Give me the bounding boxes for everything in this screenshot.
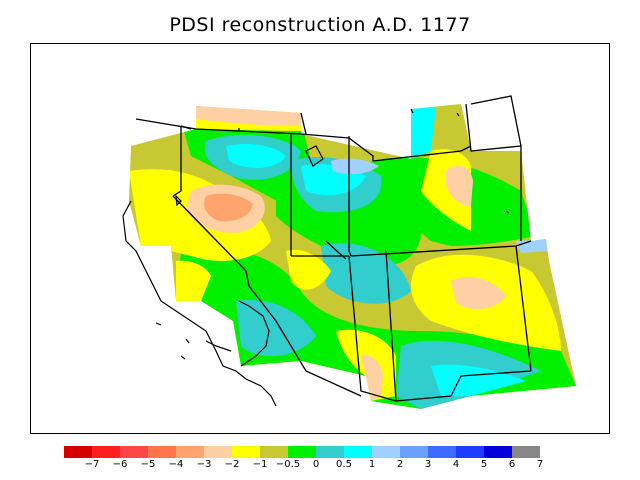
cyan-zone-northeast [411,107,436,159]
great-salt-lake [305,145,324,167]
colorbar-tick-label: 4 [452,459,460,470]
colorbar-swatch [176,446,204,458]
map-frame [30,43,610,434]
peach-zone-south [361,355,383,401]
colorbar-tick-label: 3 [424,459,432,470]
lake-mead [325,240,347,260]
pdsi-field [129,104,576,409]
gulf-of-california [238,300,270,367]
colorbar-tick-label: 6 [508,459,516,470]
peach-zone-northwest [196,106,301,126]
state-line-nd-mn [470,95,522,147]
sea-of-cortez [205,340,232,352]
colorbar-ticks: −7 −6 −5 −4 −3 −2 −1 −0.5 0 0.5 1 2 3 4 5 6 7 [64,459,584,473]
state-line-co-nm [385,250,397,402]
ne-lake [410,108,510,214]
colorbar-tick-label: 5 [480,459,488,470]
yellow-zone-southwest [176,260,211,301]
state-line-or-wa [300,112,307,135]
colorbar-tick-label: −4 [168,459,184,470]
colorbar-swatch [372,446,400,458]
lightblue-zone-east [516,239,549,253]
state-line-or-id [180,125,192,130]
colorbar-tick-label: 1 [368,459,376,470]
lake-tahoe [175,194,182,207]
colorbar-tick-label: −1 [252,459,268,470]
colorbar-tick-label: 0 [312,459,320,470]
colorbar-swatch [428,446,456,458]
colorbar-swatch [204,446,232,458]
colorbar-swatch [260,446,288,458]
california-coast [122,200,277,407]
state-line-north-border [135,118,350,139]
map-title: PDSI reconstruction A.D. 1177 [169,14,471,36]
colorbar-tick-label: −2 [224,459,240,470]
coastlines [122,108,510,407]
state-line-az-nm [348,255,397,402]
colorbar-swatch [232,446,260,458]
colorbar-swatch [148,446,176,458]
colorbar-swatch [456,446,484,458]
state-line-ca-nv [172,195,277,322]
state-line-sd-ne [465,103,522,241]
colorbar-swatch [92,446,120,458]
pdsi-map [122,95,576,409]
orange-zone-west [204,193,253,222]
colorbar-tick-label: −3 [196,459,212,470]
colorbar-tick-label: −6 [112,459,128,470]
peach-zone-northeast [446,165,473,206]
state-line-id-wy [172,126,182,197]
colorbar-swatch [120,446,148,458]
colorbar-swatch [512,446,540,458]
colorbar-swatch [400,446,428,458]
lightblue-zone-north [331,158,379,175]
colorbar-swatch [64,446,92,458]
colorbar [64,446,540,458]
colorbar-swatch [288,446,316,458]
state-line-nm-tx [395,370,532,402]
state-boundaries [135,95,532,402]
state-line-ut-co [348,136,352,257]
colorbar-tick-label: −0.5 [275,459,301,470]
colorbar-tick-label: 0.5 [336,459,352,470]
state-line-ks-ok [515,245,532,372]
cyan-zone-north [226,144,286,168]
state-line-wy-sd [372,145,472,162]
colorbar-tick-label: 7 [536,459,544,470]
colorbar-swatch [316,446,344,458]
state-line-wy-co [348,137,374,161]
teal-zone-south [236,300,316,357]
state-line-az-mexico [275,320,362,397]
colorbar-tick-label: −7 [84,459,100,470]
colorbar-swatch [484,446,512,458]
colorbar-tick-label: 2 [396,459,404,470]
colorbar-swatch [344,446,372,458]
baja-islands [155,322,190,360]
colorbar-tick-label: −5 [140,459,156,470]
yellow-zone-central [286,249,331,290]
peach-zone-east [451,276,506,310]
